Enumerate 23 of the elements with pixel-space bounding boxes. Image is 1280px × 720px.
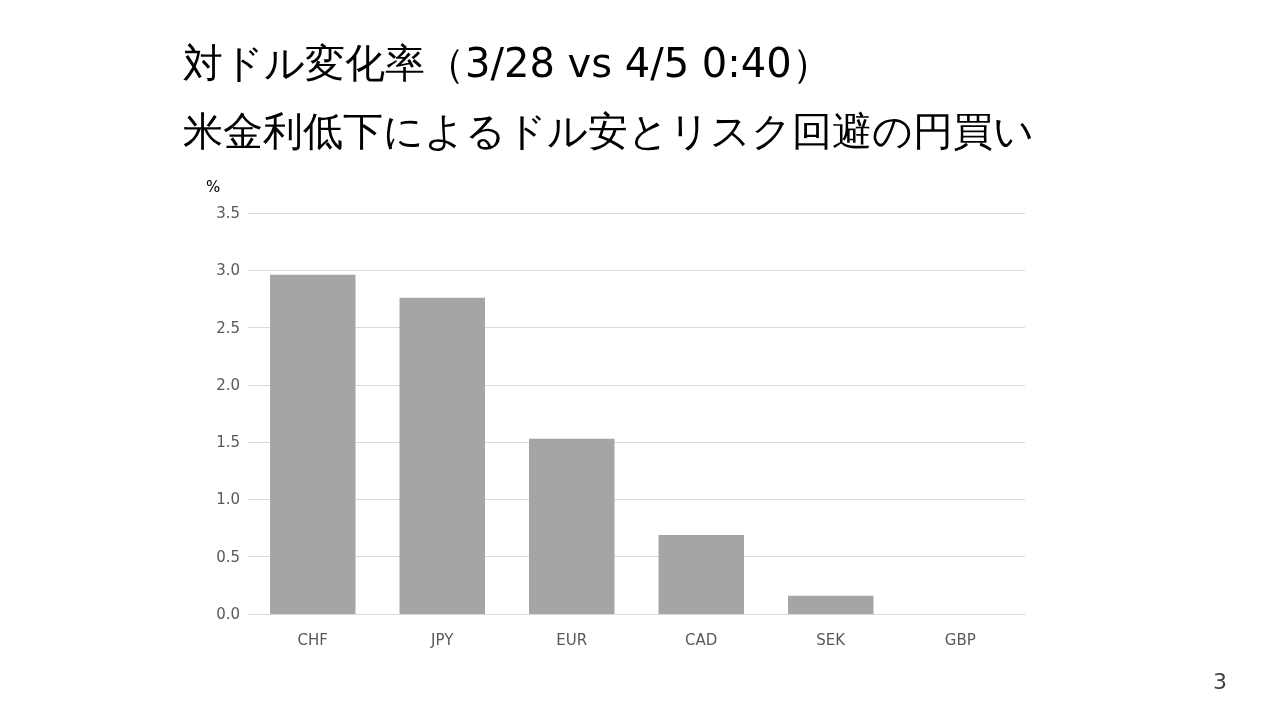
- y-tick-label: 3.5: [216, 204, 240, 222]
- x-tick-label: EUR: [556, 630, 588, 649]
- bar: [788, 595, 874, 614]
- y-tick-label: 0.5: [216, 547, 240, 566]
- y-tick-label: 2.0: [216, 375, 240, 394]
- bar: [658, 534, 744, 614]
- y-tick-label: 1.0: [216, 490, 240, 509]
- x-tick-label: CHF: [297, 630, 328, 649]
- bar: [399, 297, 485, 614]
- y-tick-label: 2.5: [216, 318, 240, 337]
- x-tick-label: SEK: [816, 630, 847, 649]
- chart-title: 対ドル変化率（3/28 vs 4/5 0:40）: [183, 40, 832, 86]
- bar: [529, 438, 615, 614]
- x-tick-label: JPY: [430, 630, 455, 649]
- x-tick-label: GBP: [944, 630, 976, 649]
- y-tick-label: 0.0: [216, 605, 240, 623]
- chart-subtitle: 米金利低下によるドル安とリスク回避の円買い: [183, 108, 1034, 154]
- y-axis-title: %: [206, 177, 221, 196]
- x-tick-label: CAD: [685, 630, 718, 649]
- text: 3: [1213, 668, 1227, 694]
- y-tick-label: 1.5: [216, 433, 240, 452]
- y-tick-label: 3.0: [216, 261, 240, 280]
- bar: [270, 274, 356, 614]
